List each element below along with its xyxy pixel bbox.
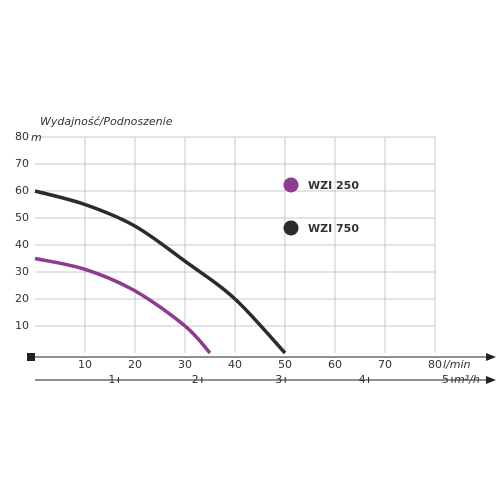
x2-tick-label: 3 [275, 373, 282, 386]
origin-marker [27, 353, 35, 361]
legend-marker [283, 220, 299, 236]
y-tick-label: 20 [15, 292, 29, 305]
pump-curve [34, 189, 287, 355]
x-tick-label: 30 [178, 358, 192, 371]
x2-unit: m³/h [454, 373, 480, 386]
legend-label: WZI 250 [308, 179, 359, 192]
y-tick-label: 60 [15, 184, 29, 197]
x2-tick-label: 5 [442, 373, 449, 386]
y-tick-label: 10 [15, 319, 29, 332]
x-tick-label: 70 [378, 358, 392, 371]
chart-title: Wydajność/Podnoszenie [40, 115, 173, 128]
y-tick-label: 40 [15, 238, 29, 251]
x-tick-label: 50 [278, 358, 292, 371]
x-axis-arrow [486, 353, 496, 361]
x-tick-label: 40 [228, 358, 242, 371]
x-tick-label: 80 [428, 358, 442, 371]
x-tick-label: 60 [328, 358, 342, 371]
x-tick-label: 10 [78, 358, 92, 371]
y-unit: m [31, 131, 42, 144]
y-tick-label: 80 [15, 130, 29, 143]
y-tick-label: 70 [15, 157, 29, 170]
legend-label: WZI 750 [308, 222, 359, 235]
x2-tick-label: 4 [359, 373, 366, 386]
x-tick-label: 20 [128, 358, 142, 371]
x2-axis-arrow [486, 376, 496, 384]
x2-tick-label: 2 [192, 373, 199, 386]
y-tick-label: 50 [15, 211, 29, 224]
x2-tick-label: 1 [108, 373, 115, 386]
pump-curve [34, 256, 212, 355]
y-tick-label: 30 [15, 265, 29, 278]
x-unit: l/min [443, 358, 471, 371]
legend-marker [283, 177, 299, 193]
